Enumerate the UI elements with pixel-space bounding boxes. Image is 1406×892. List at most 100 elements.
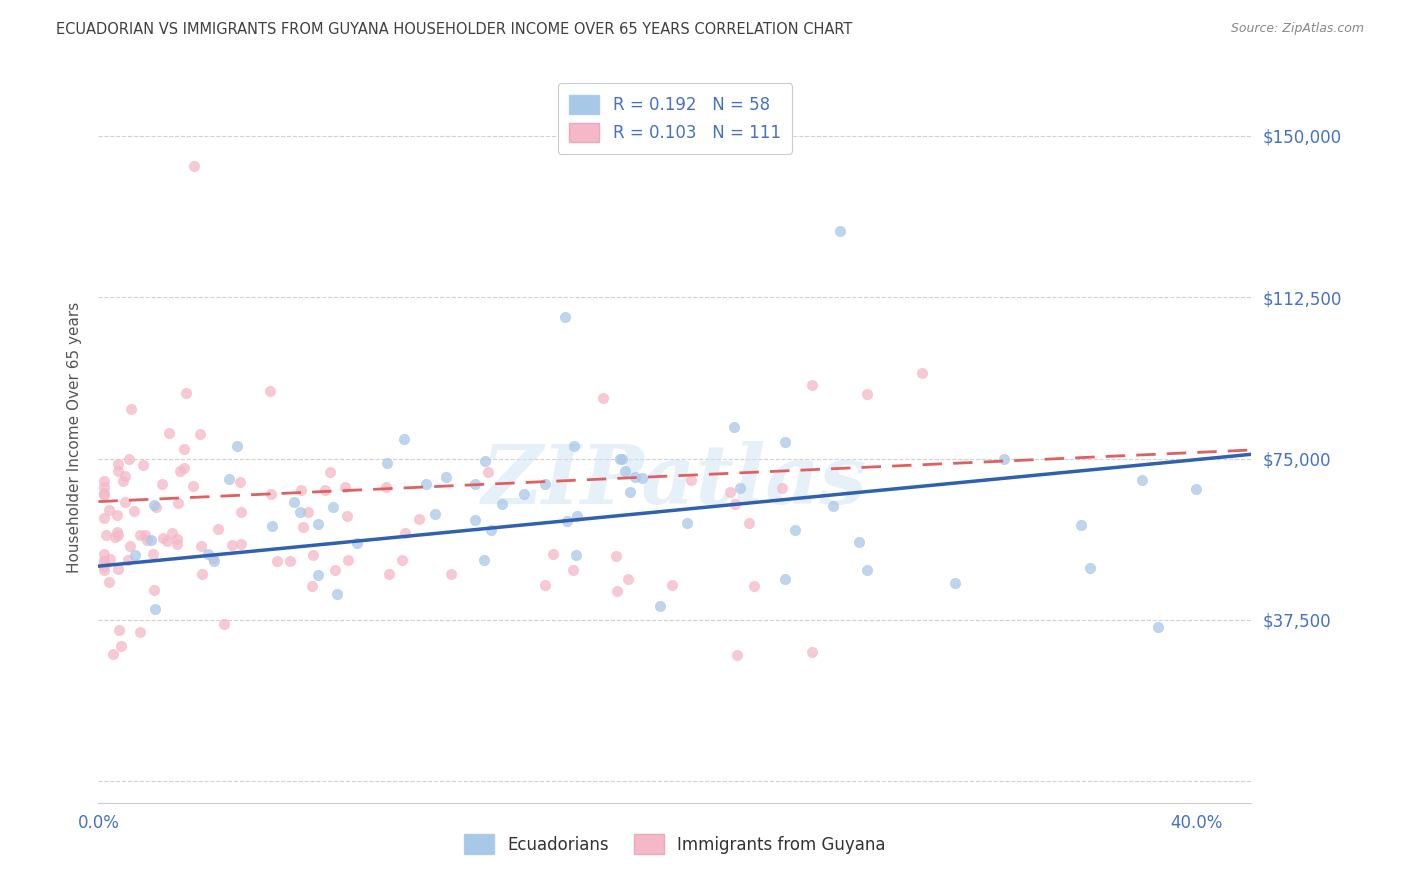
Point [609, 451, 631, 466]
Point [229, 505, 252, 519]
Point [183, 159, 205, 173]
Point [555, 514, 578, 528]
Point [207, 522, 229, 536]
Point [614, 464, 637, 478]
Point [567, 509, 589, 524]
Point [302, 548, 325, 562]
Point [111, 474, 134, 488]
Point [290, 483, 312, 497]
Point [93, 474, 115, 488]
Point [297, 505, 319, 519]
Point [288, 505, 311, 519]
Point [724, 497, 747, 511]
Point [554, 310, 576, 324]
Point [723, 420, 745, 434]
Point [1185, 482, 1208, 496]
Point [565, 549, 588, 563]
Point [1147, 620, 1170, 634]
Point [107, 624, 129, 638]
Point [375, 480, 398, 494]
Point [605, 549, 627, 564]
Point [107, 464, 129, 478]
Point [513, 487, 536, 501]
Point [661, 578, 683, 592]
Point [94, 528, 117, 542]
Point [856, 387, 879, 401]
Point [93, 554, 115, 568]
Point [773, 572, 796, 586]
Point [166, 533, 188, 547]
Point [392, 432, 415, 446]
Point [150, 477, 173, 491]
Point [142, 498, 165, 512]
Point [291, 520, 314, 534]
Point [229, 537, 252, 551]
Point [212, 617, 235, 632]
Point [1078, 560, 1101, 574]
Point [190, 540, 212, 554]
Point [993, 451, 1015, 466]
Point [408, 512, 430, 526]
Point [681, 473, 703, 487]
Point [801, 645, 824, 659]
Point [117, 553, 139, 567]
Point [120, 539, 142, 553]
Point [801, 378, 824, 392]
Point [114, 469, 136, 483]
Text: ZIPatlas: ZIPatlas [482, 441, 868, 521]
Point [322, 500, 344, 515]
Point [464, 513, 486, 527]
Point [1130, 473, 1153, 487]
Point [145, 500, 167, 514]
Point [105, 508, 128, 522]
Point [534, 577, 557, 591]
Point [491, 497, 513, 511]
Point [676, 516, 699, 530]
Point [606, 583, 628, 598]
Point [434, 470, 457, 484]
Point [174, 386, 197, 401]
Point [143, 601, 166, 615]
Point [534, 477, 557, 491]
Point [325, 587, 347, 601]
Point [319, 465, 342, 479]
Point [118, 452, 141, 467]
Point [181, 479, 204, 493]
Point [107, 562, 129, 576]
Text: ECUADORIAN VS IMMIGRANTS FROM GUYANA HOUSEHOLDER INCOME OVER 65 YEARS CORRELATIO: ECUADORIAN VS IMMIGRANTS FROM GUYANA HOU… [56, 22, 852, 37]
Point [307, 567, 329, 582]
Point [562, 439, 585, 453]
Point [173, 461, 195, 475]
Point [93, 511, 115, 525]
Point [93, 547, 115, 561]
Point [283, 495, 305, 509]
Point [202, 554, 225, 568]
Point [848, 535, 870, 549]
Point [136, 533, 159, 548]
Point [783, 523, 806, 537]
Point [378, 567, 401, 582]
Point [167, 496, 190, 510]
Point [337, 553, 360, 567]
Point [259, 384, 281, 398]
Point [394, 526, 416, 541]
Point [221, 538, 243, 552]
Point [423, 507, 446, 521]
Point [114, 495, 136, 509]
Point [173, 442, 195, 456]
Point [124, 548, 146, 562]
Point [107, 528, 129, 542]
Point [134, 528, 156, 542]
Point [828, 223, 851, 237]
Point [650, 599, 672, 613]
Point [856, 564, 879, 578]
Point [335, 480, 357, 494]
Point [166, 536, 188, 550]
Point [474, 454, 496, 468]
Point [770, 481, 793, 495]
Point [128, 527, 150, 541]
Point [440, 567, 463, 582]
Point [278, 554, 301, 568]
Point [314, 483, 336, 497]
Point [197, 547, 219, 561]
